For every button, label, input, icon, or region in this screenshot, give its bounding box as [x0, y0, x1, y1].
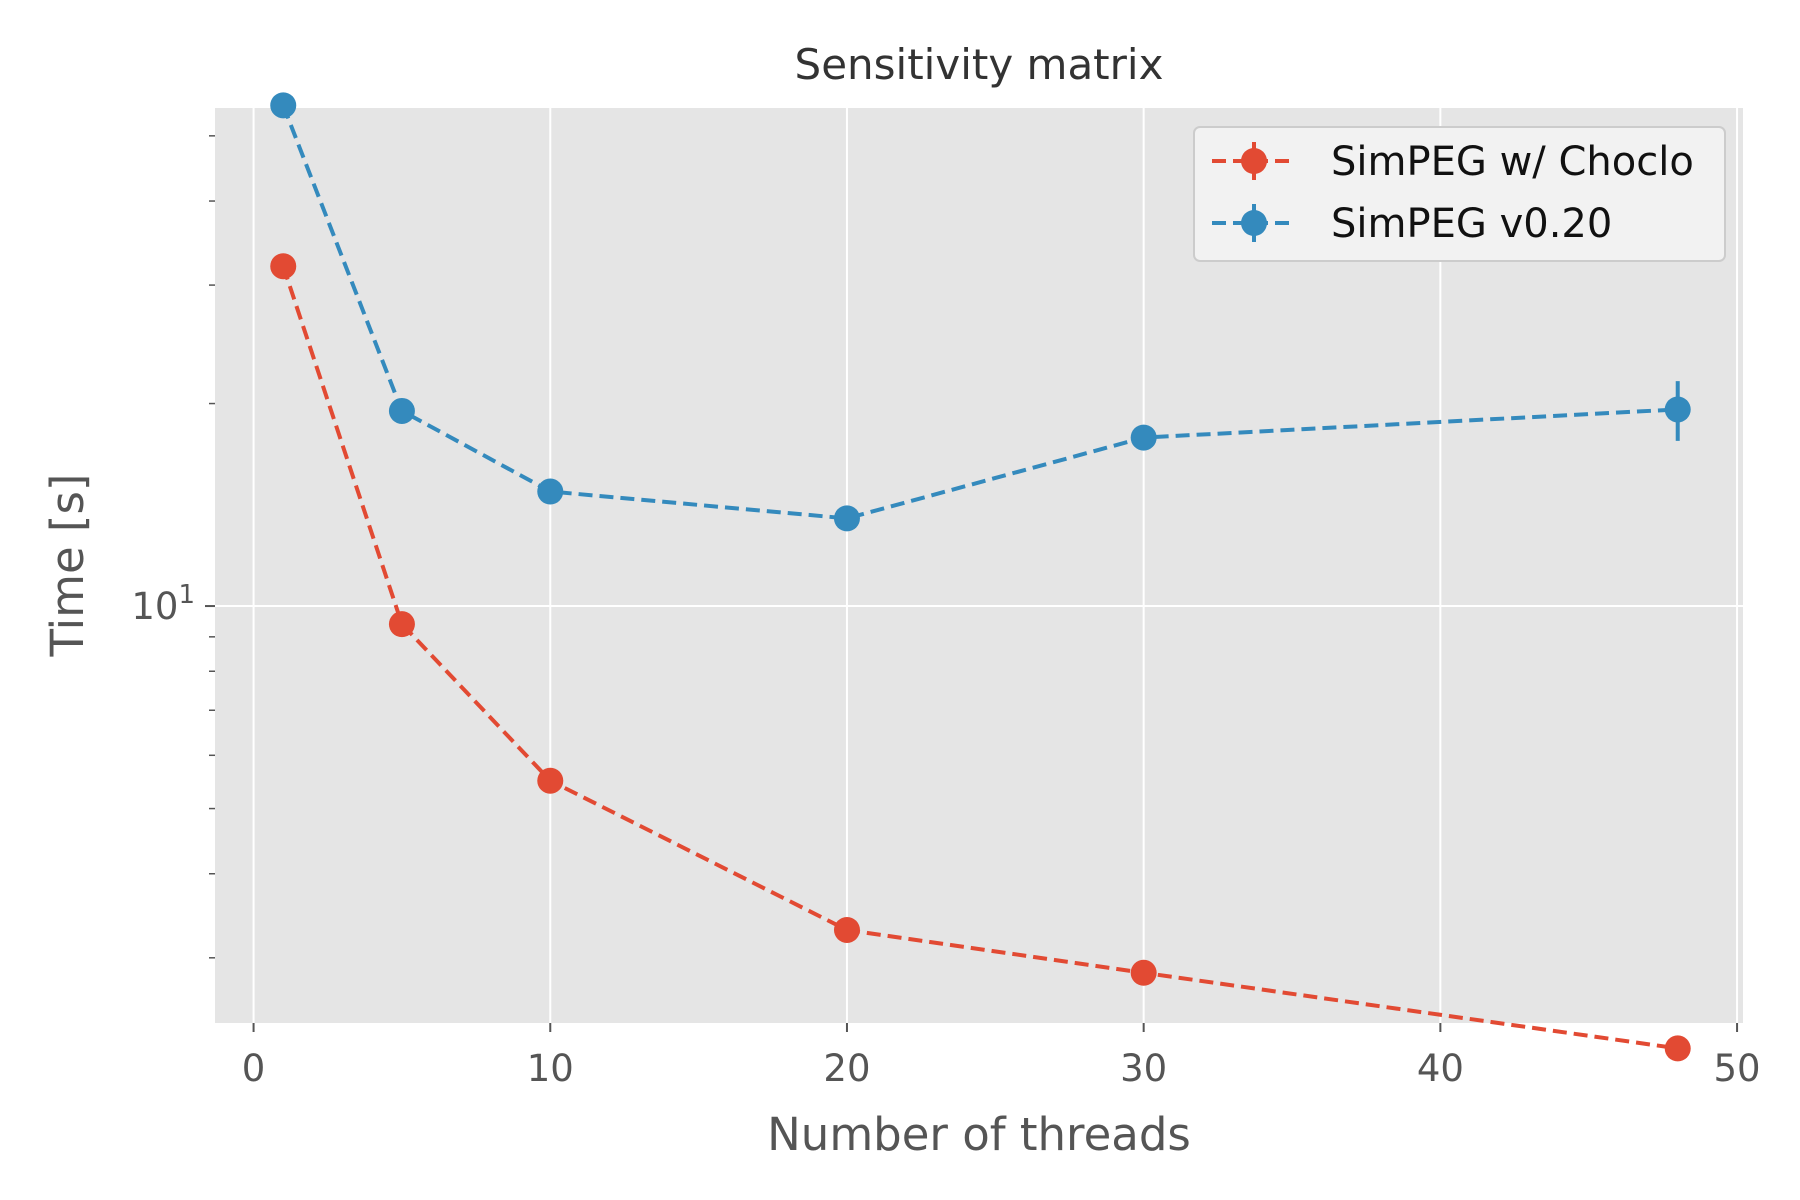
- x-tick-label: 30: [1120, 1047, 1167, 1090]
- data-point: [388, 397, 415, 424]
- data-point: [1130, 959, 1157, 986]
- data-point: [270, 253, 297, 280]
- series-1: [270, 253, 1691, 1062]
- data-point: [833, 916, 860, 943]
- data-point: [270, 92, 297, 119]
- series-layer: [270, 92, 1691, 1062]
- legend-label: SimPEG v0.20: [1331, 201, 1612, 247]
- legend: SimPEG w/ Choclo SimPEG v0.20: [1193, 126, 1726, 262]
- x-tick-label: 20: [823, 1047, 870, 1090]
- series-line: [281, 265, 1678, 1051]
- axes: 0 10 20 30 40 50 101: [131, 135, 1761, 1090]
- data-point: [537, 767, 564, 794]
- legend-entry: SimPEG w/ Choclo: [1212, 139, 1694, 185]
- y-axis-label: Time [s]: [41, 474, 94, 658]
- data-point: [388, 611, 415, 638]
- data-point: [1664, 396, 1691, 423]
- data-point: [537, 478, 564, 505]
- data-point: [833, 505, 860, 532]
- x-tick-label: 50: [1714, 1047, 1761, 1090]
- x-tick-label: 10: [527, 1047, 574, 1090]
- legend-label: SimPEG w/ Choclo: [1331, 139, 1694, 185]
- x-axis-label: Number of threads: [767, 1108, 1191, 1161]
- series-line: [281, 104, 1678, 521]
- legend-box: [1193, 126, 1726, 262]
- x-tick-label: 0: [242, 1047, 266, 1090]
- y-tick-label: 101: [131, 580, 195, 628]
- series-2: [270, 92, 1691, 532]
- legend-marker: [1241, 210, 1267, 236]
- data-point: [1130, 424, 1157, 451]
- legend-marker: [1241, 148, 1267, 174]
- data-point: [1664, 1035, 1691, 1062]
- chart-title: Sensitivity matrix: [795, 40, 1164, 89]
- x-tick-label: 40: [1417, 1047, 1464, 1090]
- legend-entry: SimPEG v0.20: [1212, 201, 1612, 247]
